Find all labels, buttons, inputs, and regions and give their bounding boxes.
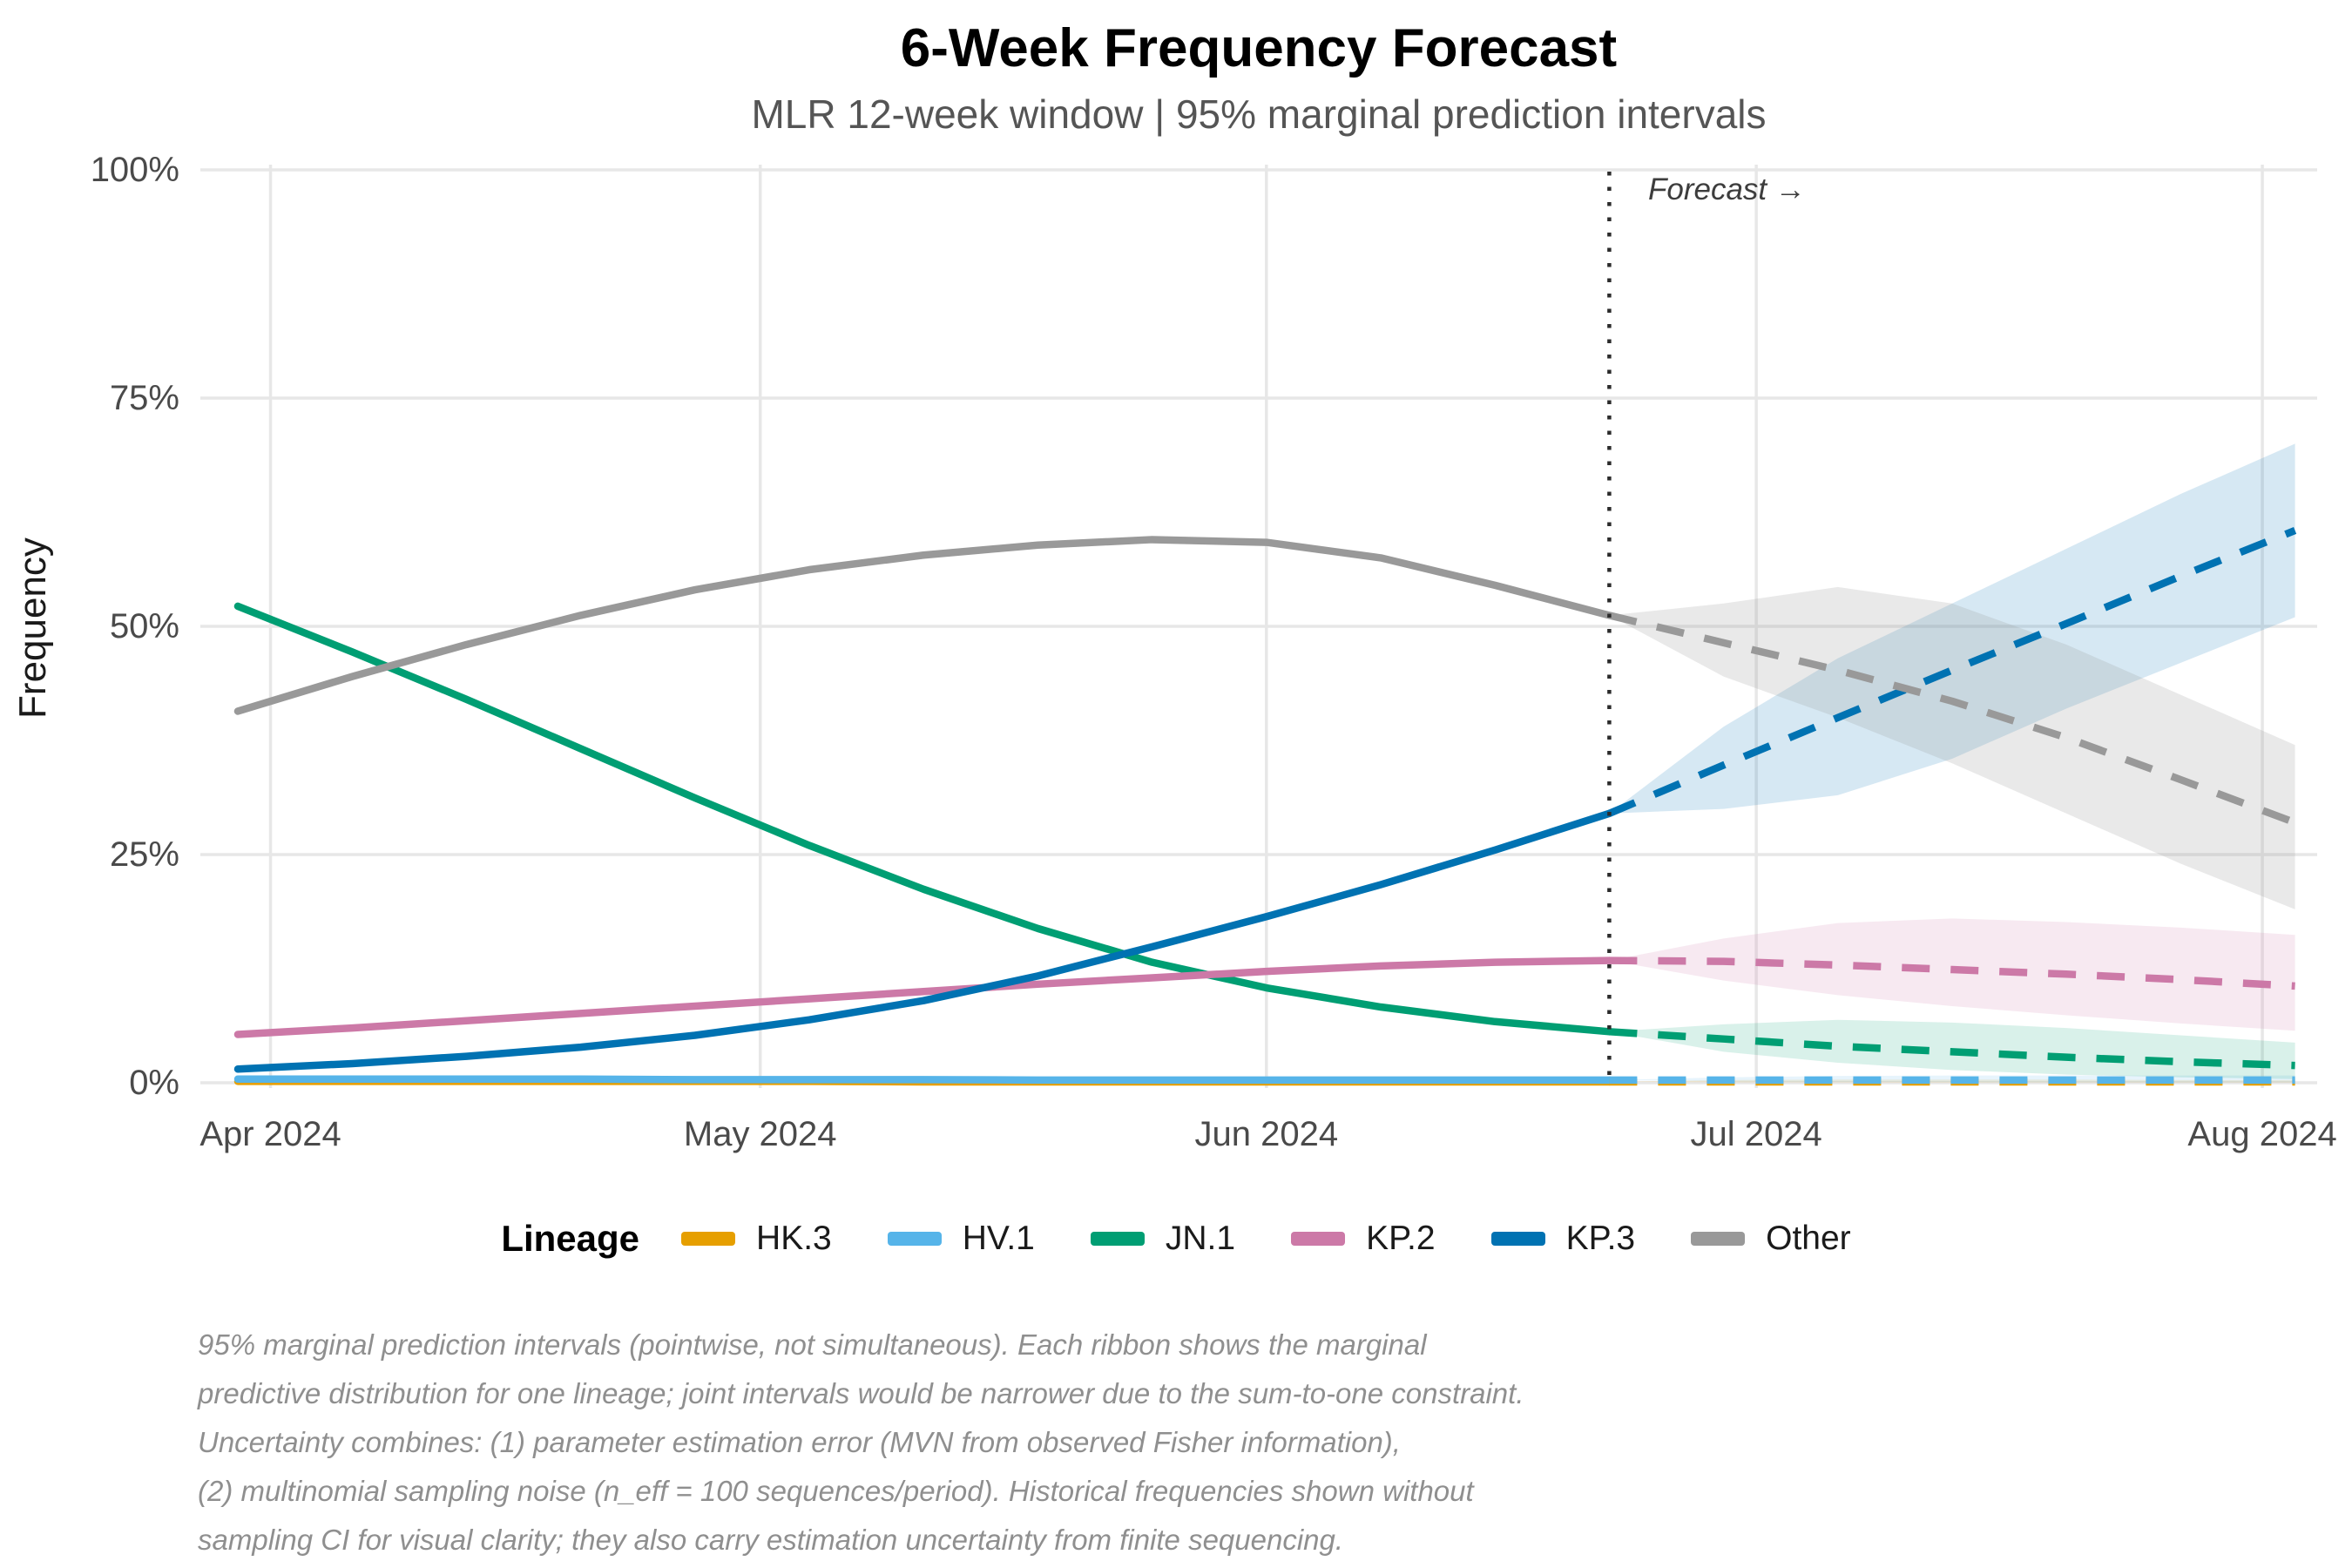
legend: Lineage HK.3 HV.1 JN.1 KP.2 KP.3 Other: [0, 1218, 2352, 1260]
y-axis-title: Frequency: [11, 537, 54, 719]
legend-items: HK.3 HV.1 JN.1 KP.2 KP.3 Other: [681, 1220, 1851, 1258]
y-tick-label: 0%: [129, 1064, 179, 1102]
legend-label: HV.1: [962, 1220, 1035, 1257]
y-tick-label: 75%: [110, 379, 179, 417]
forecast-annotation: Forecast →: [1648, 172, 1806, 206]
caption-line: Uncertainty combines: (1) parameter esti…: [198, 1426, 1401, 1458]
caption-line: sampling CI for visual clarity; they als…: [198, 1524, 1344, 1556]
legend-item-JN.1: JN.1: [1090, 1220, 1236, 1258]
history-line-JN.1: [233, 602, 1613, 1036]
x-tick-label: May 2024: [684, 1115, 837, 1153]
chart-title: 6-Week Frequency Forecast: [900, 18, 1618, 78]
forecast-line-KP.3: [1607, 527, 2297, 817]
forecast-line-Other: [1608, 612, 2297, 827]
caption-line: predictive distribution for one lineage;…: [198, 1377, 1524, 1409]
legend-label: KP.2: [1366, 1220, 1436, 1257]
history-line-Other: [233, 536, 1613, 715]
ribbon-Other: [1609, 586, 2295, 909]
legend-swatch-HK.3: [681, 1232, 736, 1246]
legend-item-Other: Other: [1691, 1220, 1851, 1258]
x-tick-label: Apr 2024: [199, 1115, 341, 1153]
x-tick-label: Jul 2024: [1691, 1115, 1822, 1153]
y-tick-label: 50%: [110, 607, 179, 645]
forecast-line-JN.1: [1609, 1028, 2295, 1070]
caption: 95% marginal prediction intervals (point…: [198, 1321, 1524, 1565]
legend-swatch-HV.1: [887, 1232, 942, 1246]
forecast-line-KP.2: [1609, 956, 2295, 990]
caption-line: (2) multinomial sampling noise (n_eff = …: [198, 1475, 1474, 1507]
legend-label: KP.3: [1565, 1220, 1636, 1257]
legend-swatch-KP.3: [1490, 1232, 1545, 1246]
legend-item-KP.2: KP.2: [1291, 1220, 1436, 1258]
y-tick-label: 25%: [110, 835, 179, 874]
history-line-KP.3: [233, 809, 1613, 1073]
legend-swatch-KP.2: [1291, 1232, 1346, 1246]
legend-item-KP.3: KP.3: [1490, 1220, 1636, 1258]
y-tick-label: 100%: [91, 151, 179, 189]
ribbon-KP.3: [1609, 443, 2295, 814]
legend-label: JN.1: [1165, 1220, 1236, 1257]
ribbon-KP.2: [1609, 918, 2295, 1031]
legend-swatch-Other: [1691, 1232, 1746, 1246]
legend-swatch-JN.1: [1090, 1232, 1145, 1246]
legend-item-HK.3: HK.3: [681, 1220, 832, 1258]
legend-item-HV.1: HV.1: [887, 1220, 1035, 1258]
history-line-KP.2: [233, 956, 1613, 1038]
legend-label: HK.3: [756, 1220, 832, 1257]
x-tick-label: Aug 2024: [2187, 1115, 2336, 1153]
chart-subtitle: MLR 12-week window | 95% marginal predic…: [751, 91, 1767, 137]
history-line-HV.1: [233, 1075, 1613, 1085]
caption-line: 95% marginal prediction intervals (point…: [198, 1328, 1427, 1361]
legend-label: Other: [1766, 1220, 1851, 1257]
legend-title: Lineage: [501, 1218, 640, 1259]
x-tick-label: Jun 2024: [1195, 1115, 1339, 1153]
